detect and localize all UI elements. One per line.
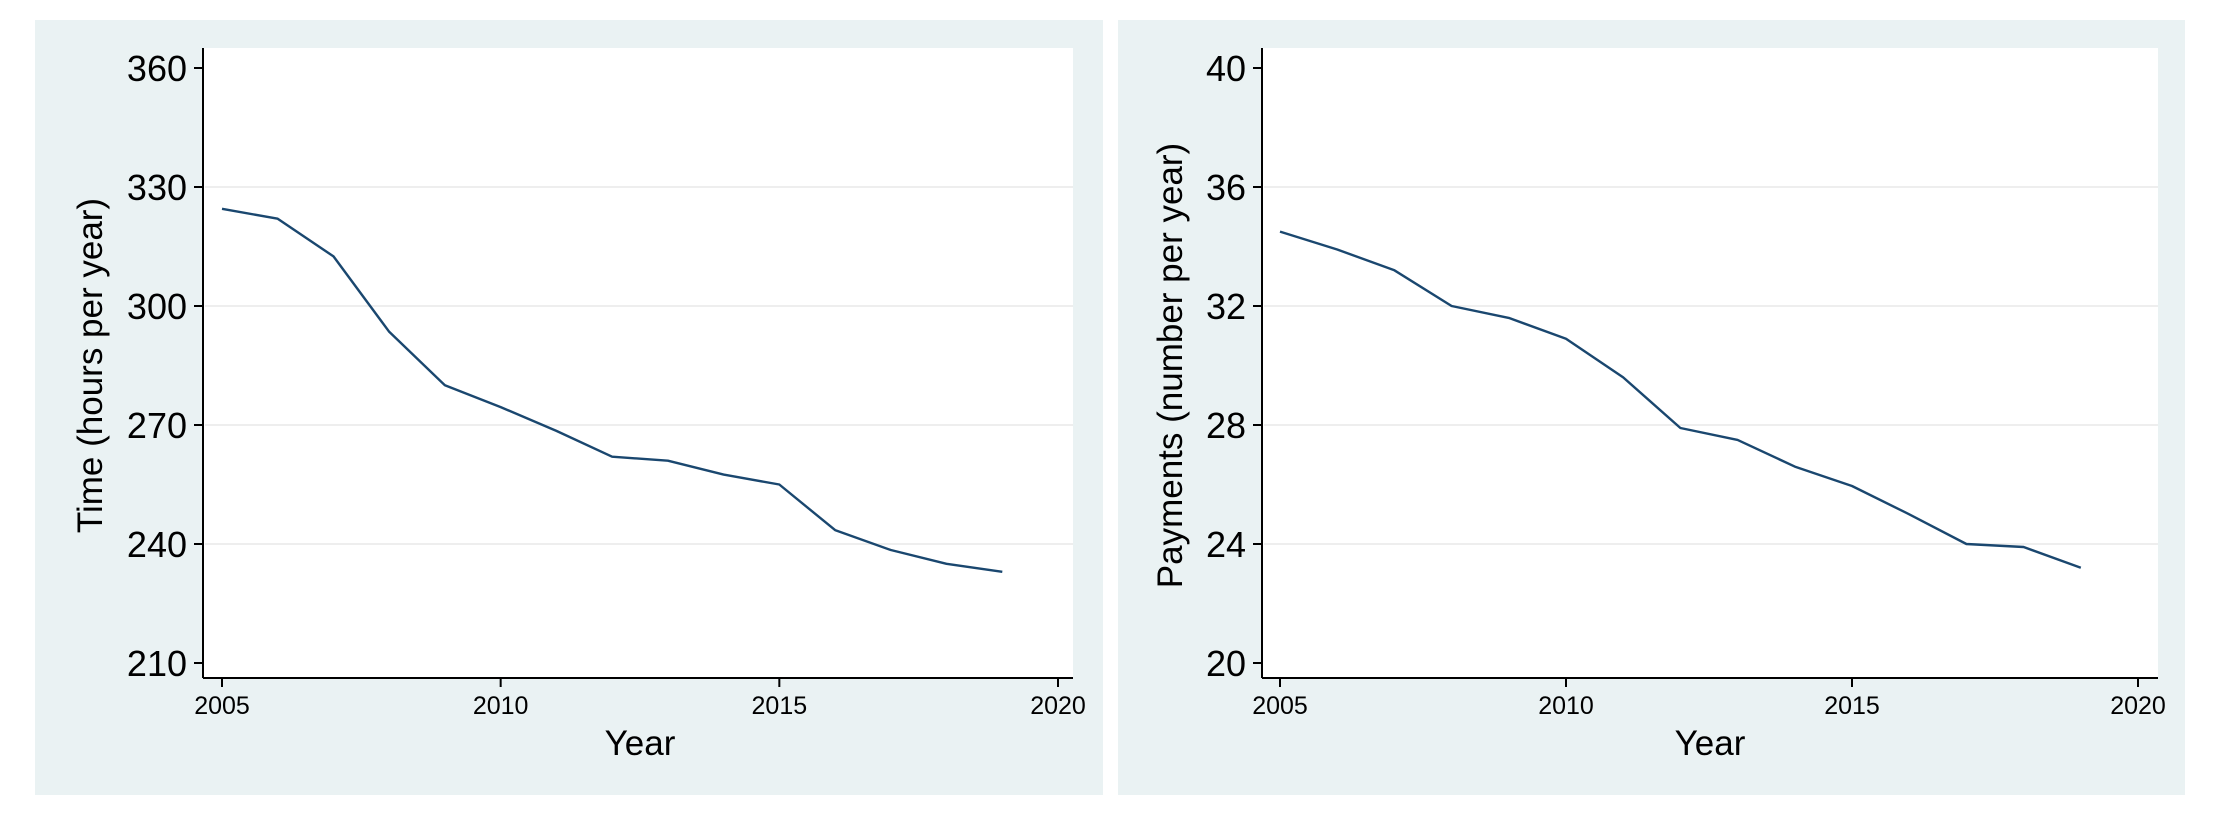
y-tick-label: 270 xyxy=(127,405,187,446)
y-tick-label: 28 xyxy=(1206,405,1246,446)
y-tick-label: 360 xyxy=(127,48,187,89)
x-tick-label: 2005 xyxy=(1252,692,1308,720)
x-axis-title: Year xyxy=(1675,724,1746,763)
y-tick-label: 330 xyxy=(127,167,187,208)
y-tick-label: 24 xyxy=(1206,524,1246,565)
x-axis-title: Year xyxy=(605,724,676,763)
x-tick-label: 2020 xyxy=(2110,692,2166,720)
y-axis-title: Time (hours per year) xyxy=(71,198,110,533)
plot-area xyxy=(203,48,1073,678)
y-tick-label: 210 xyxy=(127,643,187,684)
plot-area xyxy=(1262,48,2158,678)
y-tick-label: 20 xyxy=(1206,643,1246,684)
x-tick-label: 2015 xyxy=(1824,692,1880,720)
x-tick-label: 2010 xyxy=(1538,692,1594,720)
x-tick-label: 2020 xyxy=(1030,692,1086,720)
chart-panel-1: 210 240 270 300 330 360 2005 2010 2015 2020 Year Ti… xyxy=(35,20,1103,795)
y-tick-label: 300 xyxy=(127,286,187,327)
chart-panel-2: 20 24 28 32 36 40 2005 2010 2015 2020 Year Payments… xyxy=(1118,20,2185,795)
y-tick-label: 32 xyxy=(1206,286,1246,327)
x-tick-label: 2005 xyxy=(194,692,250,720)
y-axis-title: Payments (number per year) xyxy=(1151,143,1190,588)
x-tick-label: 2015 xyxy=(752,692,808,720)
y-tick-label: 40 xyxy=(1206,48,1246,89)
x-tick-label: 2010 xyxy=(473,692,529,720)
series-line-1 xyxy=(1279,230,2082,569)
y-tick-label: 240 xyxy=(127,524,187,565)
series-line-1 xyxy=(221,207,1003,573)
y-tick-label: 36 xyxy=(1206,167,1246,208)
